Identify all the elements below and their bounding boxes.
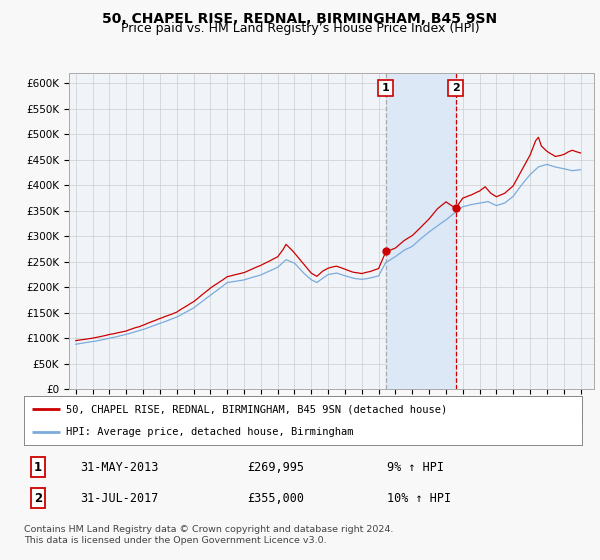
- Text: 9% ↑ HPI: 9% ↑ HPI: [387, 461, 444, 474]
- Text: 2: 2: [452, 83, 460, 93]
- Text: 10% ↑ HPI: 10% ↑ HPI: [387, 492, 451, 505]
- Text: HPI: Average price, detached house, Birmingham: HPI: Average price, detached house, Birm…: [66, 427, 353, 437]
- Text: 1: 1: [382, 83, 389, 93]
- Text: 50, CHAPEL RISE, REDNAL, BIRMINGHAM, B45 9SN: 50, CHAPEL RISE, REDNAL, BIRMINGHAM, B45…: [103, 12, 497, 26]
- Text: Price paid vs. HM Land Registry’s House Price Index (HPI): Price paid vs. HM Land Registry’s House …: [121, 22, 479, 35]
- Text: 31-MAY-2013: 31-MAY-2013: [80, 461, 158, 474]
- Text: Contains HM Land Registry data © Crown copyright and database right 2024.
This d: Contains HM Land Registry data © Crown c…: [24, 525, 394, 545]
- Text: £355,000: £355,000: [247, 492, 304, 505]
- Text: 31-JUL-2017: 31-JUL-2017: [80, 492, 158, 505]
- Text: £269,995: £269,995: [247, 461, 304, 474]
- Text: 2: 2: [34, 492, 42, 505]
- Text: 50, CHAPEL RISE, REDNAL, BIRMINGHAM, B45 9SN (detached house): 50, CHAPEL RISE, REDNAL, BIRMINGHAM, B45…: [66, 404, 447, 414]
- Text: 1: 1: [34, 461, 42, 474]
